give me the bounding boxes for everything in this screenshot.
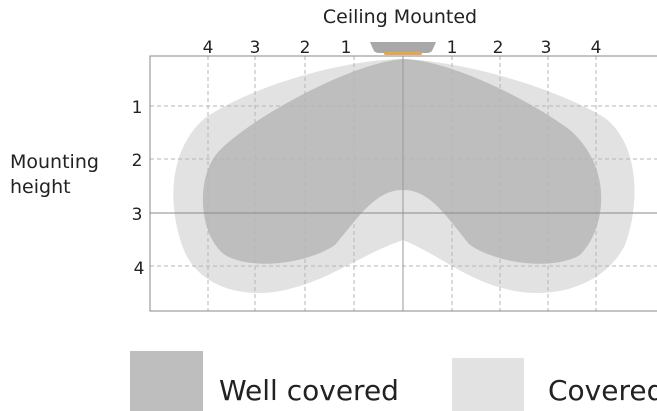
left-axis-label: 2: [132, 151, 143, 171]
left-axis-label: 3: [132, 205, 143, 225]
legend-label-well-covered: Well covered: [219, 374, 399, 407]
legend-swatch-covered: [452, 358, 524, 411]
diagram-frame: [149, 55, 657, 312]
top-axis-label: 2: [493, 38, 504, 58]
diagram-title: Ceiling Mounted: [322, 6, 478, 28]
top-axis-label: 3: [250, 38, 261, 58]
y-label-line-1: Mounting: [10, 151, 99, 173]
top-axis-label: 3: [541, 38, 552, 58]
legend-swatch-well-covered: [130, 351, 203, 411]
left-axis-label: 1: [132, 98, 143, 118]
left-axis-label: 4: [134, 259, 145, 279]
top-axis-label: 4: [591, 38, 602, 58]
top-axis-label: 1: [341, 38, 352, 58]
top-axis-label: 1: [447, 38, 458, 58]
y-label-line-2: height: [10, 176, 71, 198]
top-axis-labels: 4 3 2 1 1 2 3 4: [203, 38, 602, 58]
left-axis-labels: 1 2 3 4: [132, 98, 145, 279]
sensor-icon: [370, 42, 436, 55]
top-axis-label: 2: [300, 38, 311, 58]
mounting-height-label: Mounting height: [10, 150, 99, 200]
top-axis-label: 4: [203, 38, 214, 58]
vertical-grid-lines: [207, 56, 597, 311]
legend-label-covered: Covered: [548, 374, 657, 407]
